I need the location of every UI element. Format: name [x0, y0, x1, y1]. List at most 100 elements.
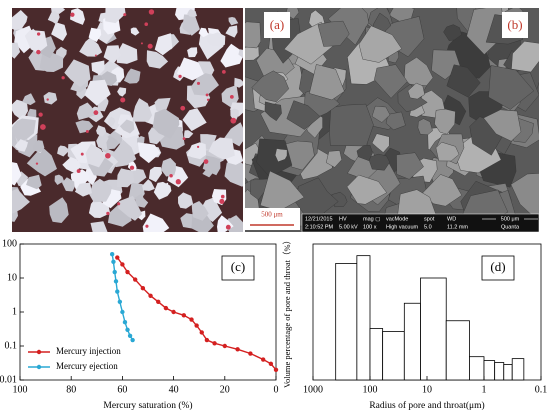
x-tick-label: 1000 [303, 384, 323, 395]
crystal-face [371, 105, 391, 123]
pore-stain [117, 202, 121, 206]
data-point [112, 269, 117, 275]
grain [187, 9, 197, 17]
pore-stain [80, 152, 84, 156]
info-text: vacMode [386, 216, 408, 222]
grain [106, 135, 120, 150]
grain [24, 30, 48, 54]
grain [123, 68, 141, 84]
grain [116, 43, 138, 64]
pore-stain [35, 162, 39, 165]
grain [54, 174, 65, 185]
y-tick-label: 1 [12, 306, 17, 317]
y-axis-label: Volume percentage of pore and throat（%） [282, 236, 292, 388]
grain [90, 221, 108, 232]
crystal-face [446, 64, 481, 98]
grain [228, 17, 239, 26]
data-point [199, 330, 204, 335]
grain [142, 213, 170, 232]
grain [230, 108, 239, 121]
grain [91, 60, 105, 75]
grain [75, 120, 94, 134]
grain [88, 198, 111, 218]
data-point [212, 341, 217, 346]
data-point [122, 320, 128, 325]
crystal-face [371, 133, 390, 153]
bar [420, 277, 447, 381]
data-point [140, 286, 146, 291]
pore-stain [145, 224, 149, 228]
pore-stain [120, 97, 126, 103]
grain [12, 188, 30, 214]
data-point [125, 327, 130, 332]
grain [234, 77, 243, 88]
grain [12, 99, 28, 121]
bar [382, 331, 405, 381]
grain [12, 118, 36, 143]
pore-stain [36, 32, 41, 36]
grain [26, 146, 57, 177]
bar [445, 320, 470, 381]
panel-label: (b) [507, 17, 522, 32]
y-tick-label: 100 [2, 238, 17, 249]
crystal-face [374, 64, 408, 99]
x-tick-label: 1 [482, 384, 487, 395]
info-text: 500 μm [501, 216, 520, 222]
grain [198, 27, 209, 38]
x-axis-label: Radius of pore and throat(μm) [369, 400, 484, 411]
info-text: 5.00 kV [339, 224, 358, 230]
grain [137, 142, 161, 164]
crystal-face [358, 25, 402, 63]
pore-stain [36, 49, 41, 55]
grain [62, 157, 81, 174]
pore-stain [129, 165, 135, 170]
grain [97, 94, 109, 112]
info-bar [301, 213, 540, 233]
crystal-face [329, 103, 374, 147]
grain [184, 130, 194, 139]
grain [74, 182, 92, 197]
y-tick-label: 10 [7, 272, 17, 283]
pore-stain [178, 74, 182, 78]
label-box [481, 255, 515, 281]
x-tick-label: 20 [220, 384, 230, 395]
crystal-face [434, 108, 456, 135]
scale-label: 500 μm [261, 211, 283, 219]
crystal-face [264, 101, 282, 122]
grain [146, 50, 169, 69]
label-box [264, 12, 290, 38]
grain [49, 197, 69, 223]
data-point [189, 317, 194, 322]
grain [154, 33, 173, 56]
pore-stain [93, 110, 99, 116]
data-point [222, 343, 227, 349]
pore-stain [106, 211, 110, 216]
info-text: WD [447, 216, 456, 222]
crystal-face [285, 8, 300, 20]
grain [84, 79, 111, 106]
grain [160, 157, 176, 177]
sem-photo [245, 8, 539, 232]
pore-stain [205, 93, 209, 97]
pore-stain [203, 159, 209, 164]
legend-label: Mercury ejection [56, 361, 118, 371]
data-point [235, 347, 240, 352]
bar [469, 356, 485, 381]
grain [88, 27, 102, 43]
info-text: HV [339, 216, 347, 222]
crystal-face [309, 64, 345, 101]
pore-stain [175, 179, 181, 185]
grain [70, 8, 85, 25]
pore-stain [182, 137, 186, 141]
info-text: 12/21/2015 [305, 216, 333, 222]
data-point [248, 351, 253, 356]
legend-label: Mercury injection [56, 346, 121, 356]
pore-stain [219, 198, 225, 204]
bar [494, 362, 505, 381]
pore-stain [148, 9, 155, 15]
data-point [163, 305, 169, 311]
legend-marker [36, 349, 42, 355]
crystal-face [488, 65, 535, 110]
grain [64, 59, 91, 88]
